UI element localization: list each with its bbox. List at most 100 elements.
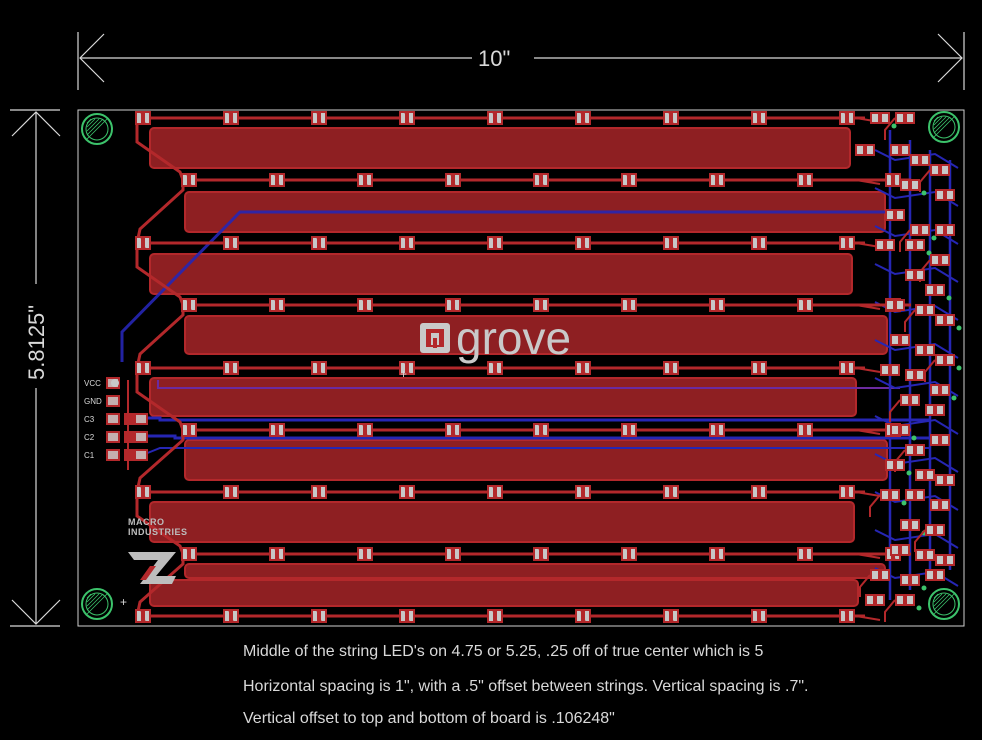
led [487, 361, 503, 375]
led [311, 111, 327, 125]
led-mark [228, 610, 234, 622]
led [797, 173, 813, 187]
led [663, 111, 679, 125]
led-pad [665, 113, 669, 123]
component-pad [932, 436, 938, 444]
led-mark [580, 610, 586, 622]
led-mark [450, 299, 456, 311]
via [921, 190, 927, 196]
led-pad [271, 300, 275, 310]
component-pad [937, 526, 943, 534]
led-mark [140, 362, 146, 374]
led-pad [497, 487, 501, 497]
led [135, 236, 151, 250]
led-pad [313, 238, 317, 248]
led-pad [367, 175, 371, 185]
led-pad [849, 113, 853, 123]
component-pad [927, 526, 933, 534]
led-pad [447, 300, 451, 310]
led-pad [719, 300, 723, 310]
driver-component [885, 209, 905, 221]
copper-pour [149, 253, 853, 295]
component-pad [927, 406, 933, 414]
mounting-hole [928, 588, 960, 620]
copper-pour [184, 563, 886, 579]
led-mark [316, 362, 322, 374]
led [135, 361, 151, 375]
led-pad [577, 611, 581, 621]
led-pad [585, 238, 589, 248]
led-pad [841, 363, 845, 373]
string-return-trace [135, 305, 185, 369]
led [181, 173, 197, 187]
component-pad [942, 256, 948, 264]
led-pad [623, 300, 627, 310]
component-pad [947, 191, 953, 199]
mounting-holes [81, 111, 960, 620]
via [906, 470, 912, 476]
component-pad [917, 491, 923, 499]
copper-pour [184, 439, 888, 481]
mounting-hole-ring [81, 588, 113, 620]
led-mark [538, 299, 544, 311]
driver-component [904, 304, 935, 332]
led-pad [535, 175, 539, 185]
component-pad [887, 461, 893, 469]
copper-pour [149, 127, 851, 169]
led-pad [841, 238, 845, 248]
note-2: Horizontal spacing is 1", with a .5" off… [243, 678, 809, 695]
via [901, 500, 907, 506]
led-pad [753, 113, 757, 123]
led-mark [362, 299, 368, 311]
component-pad [937, 571, 943, 579]
mounting-hole-inner [932, 592, 956, 616]
component-pad [882, 366, 888, 374]
led-pad [401, 113, 405, 123]
driver-component [905, 269, 925, 281]
led [839, 609, 855, 623]
led-pad [673, 238, 677, 248]
mounting-hole-inner [85, 117, 109, 141]
led-mark [802, 174, 808, 186]
led-pad [279, 300, 283, 310]
bottom-trace [874, 529, 959, 549]
driver-component [930, 434, 950, 446]
led-mark [274, 299, 280, 311]
mounting-hole-hatch [86, 593, 92, 599]
led-mark [186, 299, 192, 311]
bottom-trace [140, 416, 930, 422]
led-mark [404, 112, 410, 124]
led-pad [719, 175, 723, 185]
led-mark [580, 112, 586, 124]
mounting-hole-ring [928, 588, 960, 620]
bottom-trace [140, 434, 930, 440]
via [911, 435, 917, 441]
driver-component [899, 224, 937, 252]
led [709, 423, 725, 437]
component-pad [892, 366, 898, 374]
led-pad [673, 363, 677, 373]
led [797, 423, 813, 437]
component-pad [912, 396, 918, 404]
driver-component [875, 239, 895, 251]
connector-pin-label: C2 [84, 433, 95, 442]
led [357, 173, 373, 187]
mounting-hole-hatch [86, 593, 108, 615]
led-pad [719, 425, 723, 435]
component-pad [917, 241, 923, 249]
led [399, 361, 415, 375]
led-pad [577, 113, 581, 123]
led-pad [321, 487, 325, 497]
row-end-trace [855, 367, 881, 373]
led-pad [753, 363, 757, 373]
led [135, 111, 151, 125]
led-pad [145, 487, 149, 497]
led-mark [228, 362, 234, 374]
led-pad [145, 363, 149, 373]
led-pad [233, 611, 237, 621]
driver-component [890, 544, 910, 556]
connector-pad-inner [108, 415, 118, 423]
led [223, 609, 239, 623]
height-dimension [10, 109, 61, 627]
led-pad [631, 425, 635, 435]
